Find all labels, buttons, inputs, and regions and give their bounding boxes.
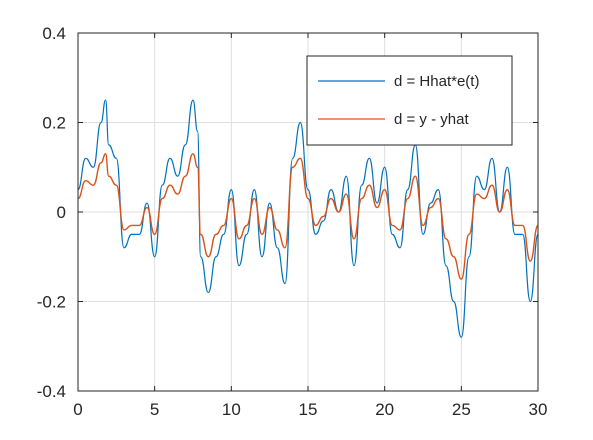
series-layer <box>78 99 538 338</box>
y-tick-label: 0.4 <box>42 24 66 43</box>
legend-label-series-0: d = Hhat*e(t) <box>394 73 479 90</box>
x-tick-labels: 0 5 10 15 20 25 30 <box>73 400 547 419</box>
x-tick-label: 0 <box>73 400 82 419</box>
x-tick-label: 15 <box>299 400 318 419</box>
y-tick-label: -0.4 <box>37 382 66 401</box>
y-tick-labels: -0.4 -0.2 0 0.2 0.4 <box>37 24 66 401</box>
series-line-1 <box>78 153 538 280</box>
y-tick-label: -0.2 <box>37 293 66 312</box>
x-tick-label: 5 <box>150 400 159 419</box>
tick-marks <box>77 32 539 392</box>
legend-label-series-1: d = y - yhat <box>394 111 469 128</box>
x-tick-label: 10 <box>222 400 241 419</box>
x-tick-label: 20 <box>375 400 394 419</box>
y-tick-label: 0.2 <box>42 114 66 133</box>
legend-box <box>306 55 513 146</box>
series-line-0 <box>78 99 538 338</box>
y-tick-label: 0 <box>57 203 66 222</box>
x-tick-label: 25 <box>452 400 471 419</box>
legend: d = Hhat*e(t) d = y - yhat <box>306 55 513 146</box>
x-tick-label: 30 <box>529 400 548 419</box>
